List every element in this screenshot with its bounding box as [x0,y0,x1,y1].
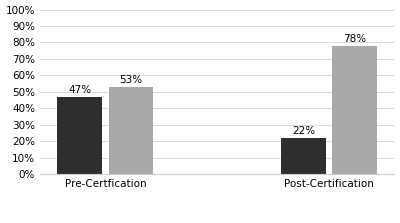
Text: 78%: 78% [343,34,366,44]
Text: 22%: 22% [292,126,315,136]
Bar [108,87,153,174]
Text: 53%: 53% [119,75,142,85]
Text: 47%: 47% [68,85,92,95]
Bar [332,46,377,174]
Legend: Non-CoC Buyers, CoC Buyers: Non-CoC Buyers, CoC Buyers [122,219,313,223]
Bar [281,138,326,174]
Bar [58,97,102,174]
